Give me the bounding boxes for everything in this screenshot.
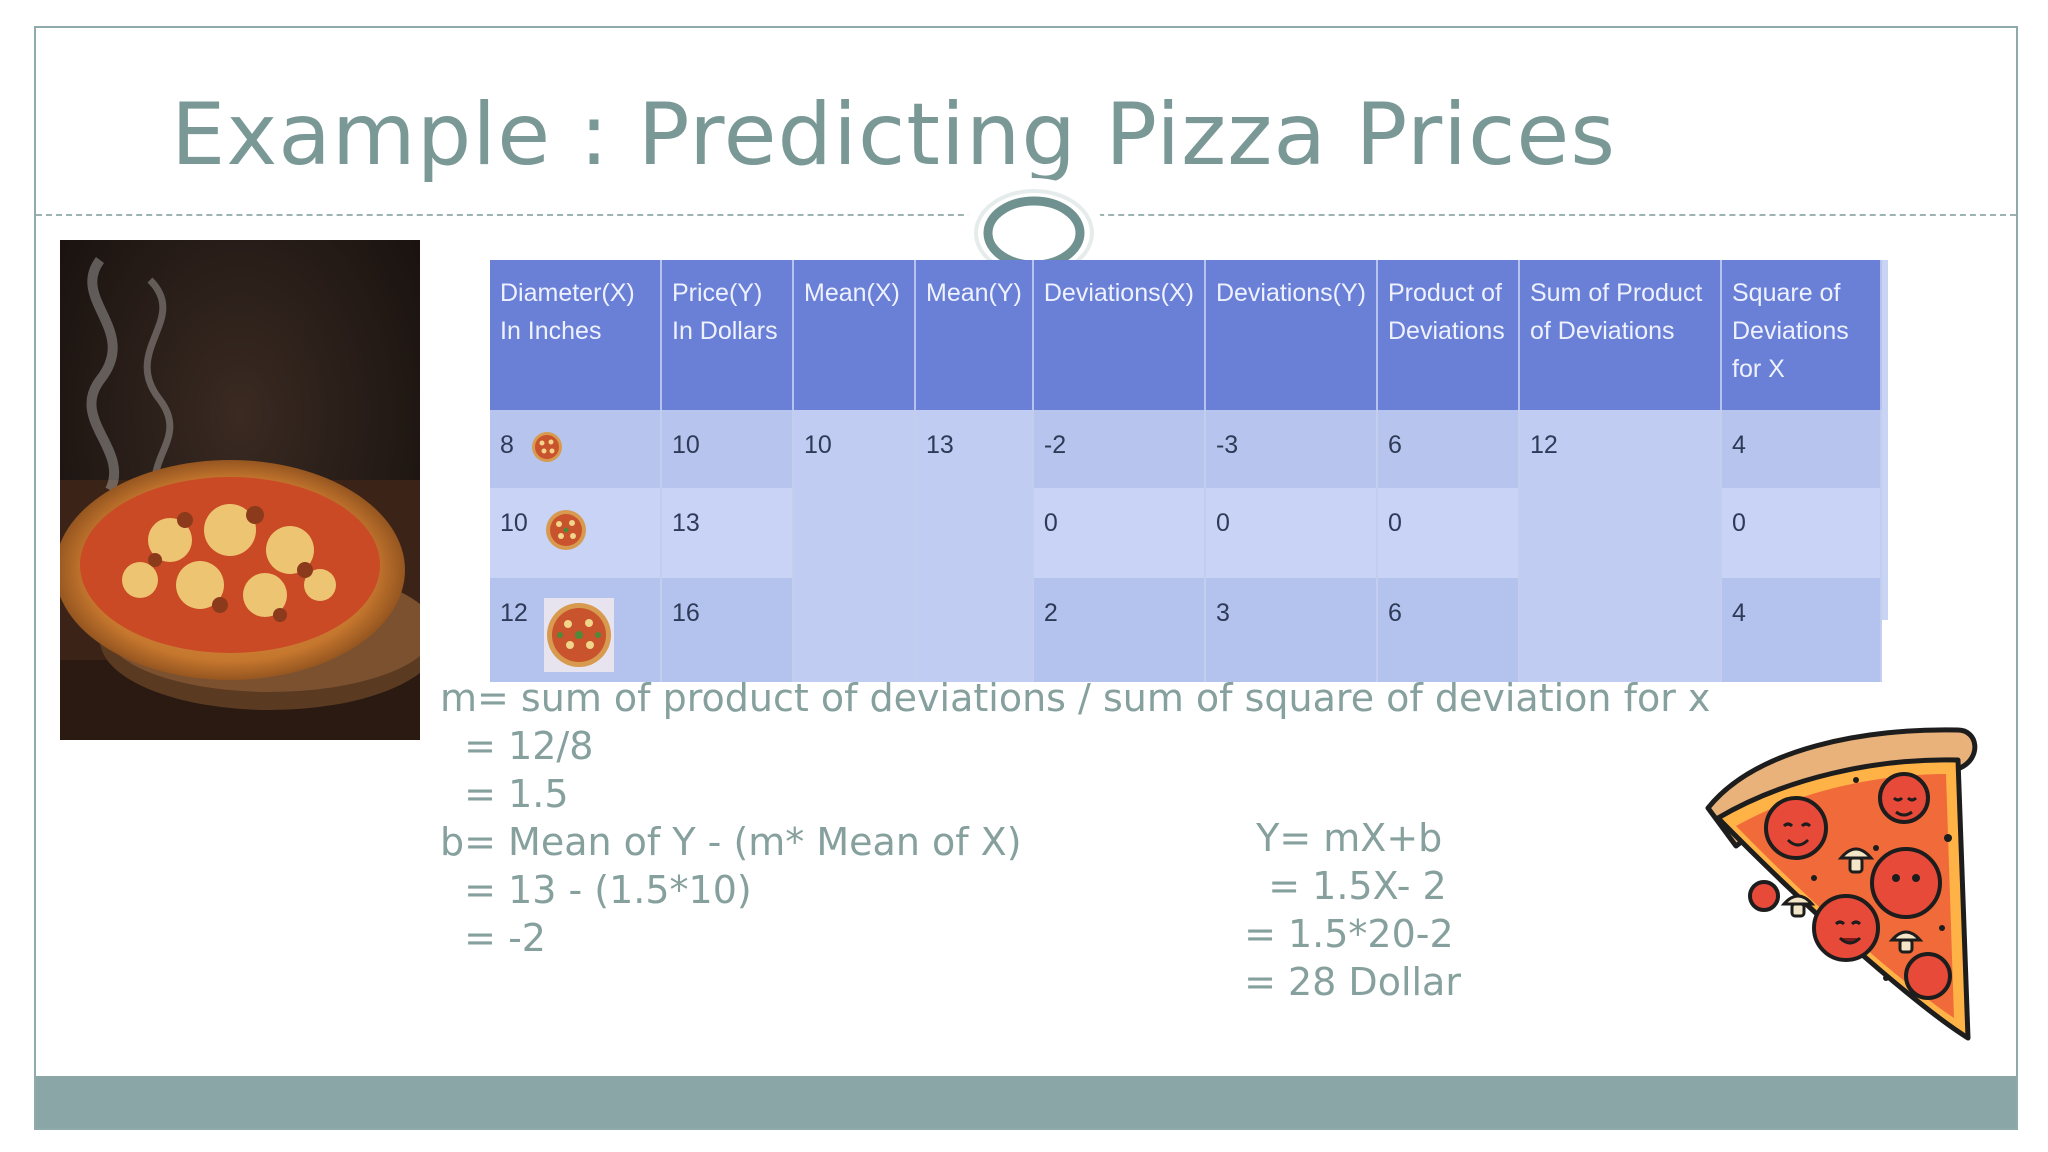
header-mean-y: Mean(Y) xyxy=(915,260,1034,410)
cell-product: 0 xyxy=(1377,488,1520,578)
cell-price: 10 xyxy=(661,410,794,488)
medium-pizza-icon xyxy=(545,510,586,550)
intercept-formula-line-2: = 13 - (1.5*10) xyxy=(440,868,752,912)
diameter-value: 12 xyxy=(500,599,528,627)
cell-product: 6 xyxy=(1377,410,1520,488)
cell-dev-y: 3 xyxy=(1204,578,1379,682)
footer-band xyxy=(36,1076,2016,1128)
header-sum-product: Sum of Product of Deviations xyxy=(1519,260,1722,410)
cell-square: 0 xyxy=(1721,488,1882,578)
cell-price: 13 xyxy=(661,488,794,578)
cell-sum-product: 12 xyxy=(1519,410,1722,682)
small-pizza-icon xyxy=(531,432,562,462)
intercept-formula-line-1: b= Mean of Y - (m* Mean of X) xyxy=(440,820,1022,864)
deviation-table-image: Diameter(X) In Inches Price(Y) In Dollar… xyxy=(490,260,1882,682)
table-row: 10 13 0 0 0 xyxy=(490,488,1882,578)
prediction-line-2: = 1.5X- 2 xyxy=(1232,864,1447,908)
cell-square: 4 xyxy=(1721,578,1882,682)
header-product: Product of Deviations xyxy=(1377,260,1520,410)
cell-dev-x: 2 xyxy=(1032,578,1206,682)
header-square: Square of Deviations for X xyxy=(1721,260,1882,410)
cell-dev-x: -2 xyxy=(1032,410,1206,488)
slide-title: Example : Predicting Pizza Prices xyxy=(171,85,1617,185)
prediction-line-4: = 28 Dollar xyxy=(1232,960,1461,1004)
table-row: 12 16 2 xyxy=(490,578,1882,682)
table-row: 8 10 10 13 -2 -3 6 xyxy=(490,410,1882,682)
intercept-formula-line-3: = -2 xyxy=(440,916,546,960)
slope-formula-line-1: m= sum of product of deviations / sum of… xyxy=(440,676,1711,720)
cell-diameter: 10 xyxy=(490,488,662,578)
slide: Example : Predicting Pizza Prices xyxy=(34,26,2018,1130)
cell-dev-x: 0 xyxy=(1032,488,1206,578)
header-mean-x: Mean(X) xyxy=(793,260,916,410)
pizza-photo xyxy=(60,240,420,740)
cell-dev-y: -3 xyxy=(1204,410,1379,488)
header-price: Price(Y) In Dollars xyxy=(661,260,794,410)
cell-diameter: 12 xyxy=(490,578,662,682)
diameter-value: 10 xyxy=(500,509,528,537)
pizza-slice-illustration xyxy=(1696,718,1986,1048)
pizza-slice-icon xyxy=(1705,727,1978,1041)
cell-mean-x: 10 xyxy=(793,410,916,682)
cell-diameter: 8 xyxy=(490,410,662,488)
cell-product: 6 xyxy=(1377,578,1520,682)
slope-formula-line-3: = 1.5 xyxy=(440,772,569,816)
diameter-value: 8 xyxy=(500,431,514,459)
large-pizza-icon xyxy=(543,598,614,672)
deviation-table: Diameter(X) In Inches Price(Y) In Dollar… xyxy=(490,260,1882,682)
table-header-row: Diameter(X) In Inches Price(Y) In Dollar… xyxy=(490,260,1882,410)
cell-mean-y: 13 xyxy=(915,410,1034,682)
header-diameter: Diameter(X) In Inches xyxy=(490,260,662,410)
header-dev-x: Deviations(X) xyxy=(1032,260,1206,410)
cell-square: 4 xyxy=(1721,410,1882,488)
header-dev-y: Deviations(Y) xyxy=(1204,260,1379,410)
cell-dev-y: 0 xyxy=(1204,488,1379,578)
prediction-line-3: = 1.5*20-2 xyxy=(1232,912,1454,956)
cell-price: 16 xyxy=(661,578,794,682)
slope-formula-line-2: = 12/8 xyxy=(440,724,594,768)
prediction-line-1: Y= mX+b xyxy=(1232,816,1443,860)
